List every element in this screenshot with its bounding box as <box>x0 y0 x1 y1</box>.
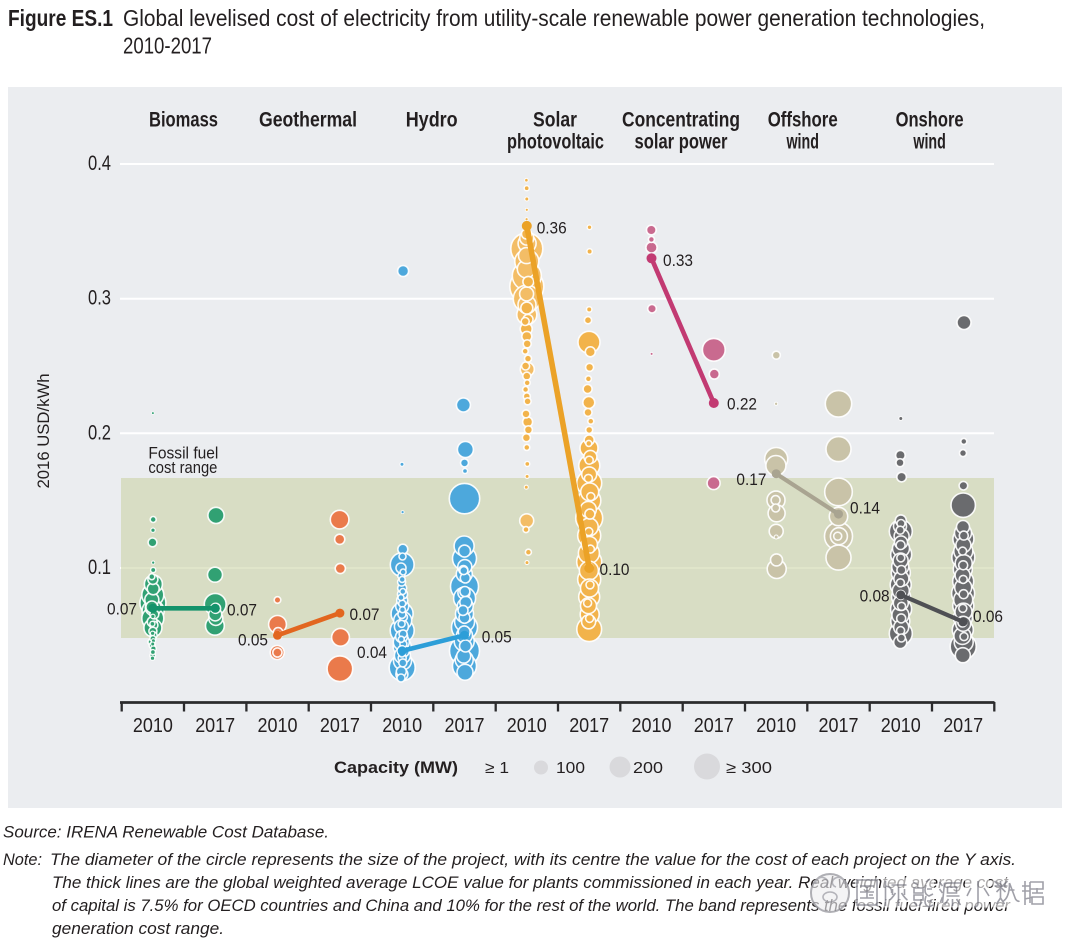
svg-text:2010: 2010 <box>258 715 298 737</box>
svg-text:Capacity (MW): Capacity (MW) <box>334 758 458 777</box>
svg-text:wind: wind <box>913 131 946 154</box>
svg-text:2010: 2010 <box>632 715 672 737</box>
svg-text:2017: 2017 <box>694 715 734 737</box>
svg-text:2010: 2010 <box>756 715 796 737</box>
svg-text:0.22: 0.22 <box>727 395 757 414</box>
svg-text:0.05: 0.05 <box>238 630 268 649</box>
svg-text:0.07: 0.07 <box>350 605 380 624</box>
svg-text:0.17: 0.17 <box>736 470 766 489</box>
svg-text:2017: 2017 <box>195 715 235 737</box>
svg-text:0.08: 0.08 <box>860 586 890 605</box>
svg-text:Concentrating: Concentrating <box>622 108 740 131</box>
svg-text:2010: 2010 <box>507 715 547 737</box>
svg-text:0.2: 0.2 <box>88 421 111 444</box>
svg-text:cost range: cost range <box>148 458 217 477</box>
svg-text:Fossil fuel: Fossil fuel <box>148 444 218 463</box>
svg-text:Offshore: Offshore <box>768 108 838 131</box>
svg-text:2010: 2010 <box>133 715 173 737</box>
svg-text:0.1: 0.1 <box>88 556 111 579</box>
svg-text:2017: 2017 <box>320 715 360 737</box>
svg-text:200: 200 <box>633 760 663 777</box>
svg-text:Geothermal: Geothermal <box>259 108 357 131</box>
svg-text:≥ 1: ≥ 1 <box>485 760 509 777</box>
svg-text:0.33: 0.33 <box>663 251 693 270</box>
svg-text:The diameter of the circle rep: The diameter of the circle represents th… <box>50 851 1016 869</box>
svg-text:0.05: 0.05 <box>482 628 512 647</box>
svg-text:Figure ES.1: Figure ES.1 <box>8 5 113 31</box>
svg-text:Onshore: Onshore <box>896 108 964 131</box>
svg-text:The thick lines are the global: The thick lines are the global weighted … <box>52 874 1009 892</box>
svg-text:Biomass: Biomass <box>149 108 218 131</box>
svg-text:0.4: 0.4 <box>88 152 111 175</box>
svg-text:0.14: 0.14 <box>850 499 880 518</box>
svg-text:0.06: 0.06 <box>973 607 1003 626</box>
svg-text:0.36: 0.36 <box>537 218 567 237</box>
svg-text:Hydro: Hydro <box>406 108 458 131</box>
svg-text:2010: 2010 <box>881 715 921 737</box>
svg-text:0.07: 0.07 <box>227 601 257 620</box>
svg-text:2017: 2017 <box>569 715 609 737</box>
svg-text:of capital is 7.5% for OECD co: of capital is 7.5% for OECD countries an… <box>52 897 1012 915</box>
svg-text:Note:: Note: <box>3 851 42 869</box>
svg-text:2017: 2017 <box>943 715 983 737</box>
svg-text:0.3: 0.3 <box>88 287 111 310</box>
svg-text:0.07: 0.07 <box>107 600 137 619</box>
svg-text:2017: 2017 <box>819 715 859 737</box>
svg-text:2010-2017: 2010-2017 <box>123 33 212 59</box>
svg-text:Global levelised cost of elect: Global levelised cost of electricity fro… <box>123 5 985 31</box>
svg-text:0.10: 0.10 <box>600 560 630 579</box>
svg-text:2017: 2017 <box>445 715 485 737</box>
svg-text:100: 100 <box>556 760 585 777</box>
svg-text:Solar: Solar <box>533 108 577 131</box>
svg-text:0.04: 0.04 <box>357 643 387 662</box>
svg-text:wind: wind <box>786 131 819 154</box>
svg-text:≥ 300: ≥ 300 <box>726 760 772 777</box>
svg-text:solar power: solar power <box>635 131 728 154</box>
svg-text:Source: IRENA Renewable Cost D: Source: IRENA Renewable Cost Database. <box>3 824 329 842</box>
svg-text:photovoltaic: photovoltaic <box>507 131 604 154</box>
svg-text:generation cost range.: generation cost range. <box>52 920 224 938</box>
svg-text:2016 USD/kWh: 2016 USD/kWh <box>35 374 53 489</box>
svg-text:2010: 2010 <box>382 715 422 737</box>
